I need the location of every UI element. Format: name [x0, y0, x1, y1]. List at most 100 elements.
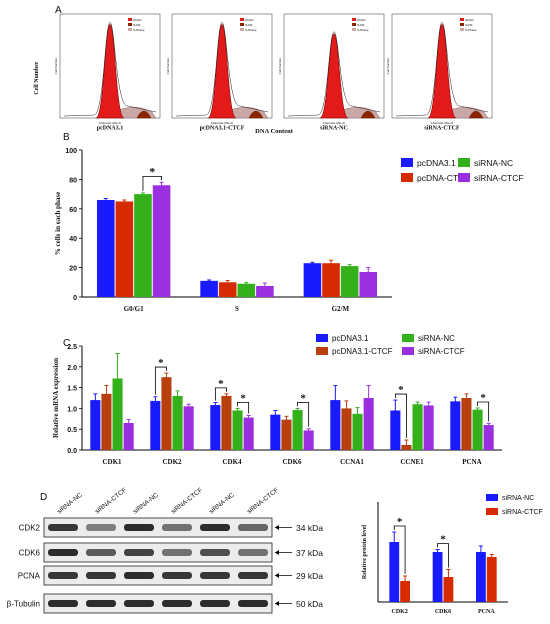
- histogram-y-caption: Cell Number: [386, 58, 390, 75]
- bar: [123, 422, 134, 450]
- bar: [450, 401, 461, 450]
- histogram-axis-caption: Channels (PE-A): [431, 121, 454, 125]
- bar: [423, 405, 434, 450]
- bar: [341, 408, 352, 450]
- histogram-legend-swatch: [240, 28, 244, 31]
- histogram-legend-swatch: [352, 28, 356, 31]
- category-label: S: [235, 305, 239, 313]
- panel-label-b: B: [63, 132, 70, 143]
- bar: [322, 263, 340, 297]
- category-label: G0/G1: [124, 305, 144, 313]
- histogram-legend-label: G2/M: [357, 23, 365, 27]
- bar: [483, 425, 494, 450]
- panel-label-a: A: [55, 5, 62, 16]
- histogram-legend-label: G0/G1: [357, 18, 366, 22]
- bar: [303, 430, 314, 450]
- blot-band: [124, 572, 154, 579]
- blot-protein-label: PCNA: [18, 572, 41, 581]
- bar: [161, 377, 172, 450]
- histogram-axis-caption: Channels (PE-A): [211, 121, 234, 125]
- bar: [472, 409, 483, 450]
- lane-label: siRNA-CTCF: [94, 487, 128, 516]
- blot-band: [238, 600, 268, 607]
- blot-band: [124, 524, 154, 531]
- category-label: CDK2: [162, 458, 182, 466]
- bar: [134, 194, 152, 297]
- category-label: PCNA: [478, 609, 495, 615]
- legend-label: siRNA-CTCF: [502, 509, 543, 516]
- bar: [400, 581, 410, 602]
- blot-protein-label: CDK6: [19, 549, 41, 558]
- blot-membrane: [43, 565, 273, 586]
- y-axis-label: Relative mRNA expression: [52, 358, 60, 438]
- blot-band: [162, 549, 192, 556]
- legend-label: siRNA-CTCF: [418, 347, 465, 356]
- blot-band: [86, 600, 116, 607]
- legend-label: siRNA-CTCF: [474, 173, 524, 183]
- category-label: CDK6: [282, 458, 302, 466]
- y-tick-label: 80: [69, 177, 77, 184]
- lane-label: siRNA-CTCF: [170, 487, 204, 516]
- histogram-legend-label: G0/G1: [245, 18, 254, 22]
- category-label: CCNE1: [400, 458, 424, 466]
- bar: [270, 414, 281, 450]
- blot-membrane: [43, 517, 273, 538]
- y-axis-label: Relative protein level: [362, 525, 368, 580]
- blot-band: [238, 572, 268, 579]
- bar: [359, 272, 378, 297]
- histogram-outline: [287, 31, 381, 117]
- bar: [115, 201, 134, 297]
- significance-star: *: [480, 392, 486, 404]
- category-label: CDK4: [222, 458, 242, 466]
- category-label: G2/M: [332, 305, 350, 313]
- blot-size-label: 34 kDa: [296, 523, 323, 533]
- legend-swatch: [486, 508, 498, 515]
- histogram-legend-swatch: [128, 18, 132, 21]
- histogram-sample-label: pcDNA3.1: [97, 126, 124, 132]
- histogram-legend-swatch: [460, 23, 464, 26]
- histogram-outline: [175, 22, 269, 117]
- legend-label: siRNA-NC: [474, 158, 513, 168]
- legend-swatch: [458, 173, 470, 182]
- significance-bracket: [214, 387, 227, 401]
- blot-arrow-head: [275, 573, 279, 578]
- y-axis-label: % cells in each phase: [54, 192, 62, 255]
- bar: [256, 285, 274, 297]
- bar: [152, 185, 171, 297]
- histogram-y-caption: Cell Number: [278, 58, 282, 75]
- blot-band: [124, 549, 154, 556]
- bar: [461, 398, 472, 450]
- histogram-g2m-peak: [136, 110, 152, 119]
- y-tick-label: 2.5: [67, 344, 77, 351]
- blot-band: [162, 600, 192, 607]
- bar: [363, 398, 374, 450]
- blot-band: [200, 572, 230, 579]
- histogram-sample-label: siRNA-CTCF: [424, 126, 460, 132]
- blot-protein-label: CDK2: [19, 524, 41, 533]
- histogram-legend-label: G2/M: [245, 23, 253, 27]
- blot-band: [200, 524, 230, 531]
- panel-d-protein-chart: Relative protein level CDK2 CDK6 PCNA * * siRN…: [362, 494, 543, 615]
- significance-bracket: [154, 366, 167, 395]
- histogram-sample-label: pcDNA3.1-CTCF: [200, 126, 245, 132]
- panel-b-cell-cycle-chart: 0 20 40 60 80 100 % cells in each phase G0/G1 S G…: [54, 148, 524, 313]
- legend-swatch: [486, 494, 498, 501]
- blot-band: [238, 524, 268, 531]
- lane-label: siRNA-CTCF: [246, 487, 280, 516]
- histogram-legend-swatch: [240, 23, 244, 26]
- bar: [101, 393, 112, 450]
- blot-band: [124, 600, 154, 607]
- significance-star: *: [149, 164, 155, 178]
- histogram-legend-label: G2/M: [133, 23, 141, 27]
- histogram-legend-swatch: [352, 18, 356, 21]
- panel-a-xlabel: DNA Content: [255, 128, 294, 135]
- bar: [210, 405, 221, 450]
- bar: [390, 410, 401, 450]
- bar: [221, 395, 232, 450]
- lane-label: siRNA-NC: [56, 491, 84, 515]
- legend-label: pcDNA-CTCF: [417, 173, 469, 183]
- bar: [281, 419, 292, 450]
- lane-label: siRNA-NC: [132, 491, 160, 515]
- bar: [243, 417, 254, 450]
